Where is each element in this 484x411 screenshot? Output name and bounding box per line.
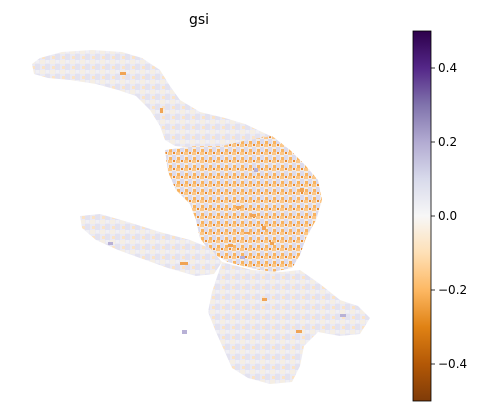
colorbar-gradient [412, 30, 432, 402]
colorbar-ticks: 0.4 0.2 0.0 −0.2 −0.4 [431, 61, 467, 371]
colorbar-tick-label: −0.2 [438, 283, 467, 297]
map-region-south [208, 262, 370, 384]
map-region-northwest-arm [32, 50, 275, 152]
hotspot-markers [120, 72, 304, 333]
map-title: gsi [189, 12, 209, 28]
district-map [32, 50, 370, 384]
map-region-center [165, 136, 322, 272]
map-region-west-arm [80, 214, 222, 276]
colorbar-tick-label: 0.4 [438, 61, 457, 75]
purple-markers [108, 168, 346, 334]
colorbar-tick-label: 0.0 [438, 209, 457, 223]
colorbar-tick-label: 0.2 [438, 135, 457, 149]
colorbar: 0.4 0.2 0.0 −0.2 −0.4 [412, 30, 467, 402]
colorbar-tick-label: −0.4 [438, 357, 467, 371]
